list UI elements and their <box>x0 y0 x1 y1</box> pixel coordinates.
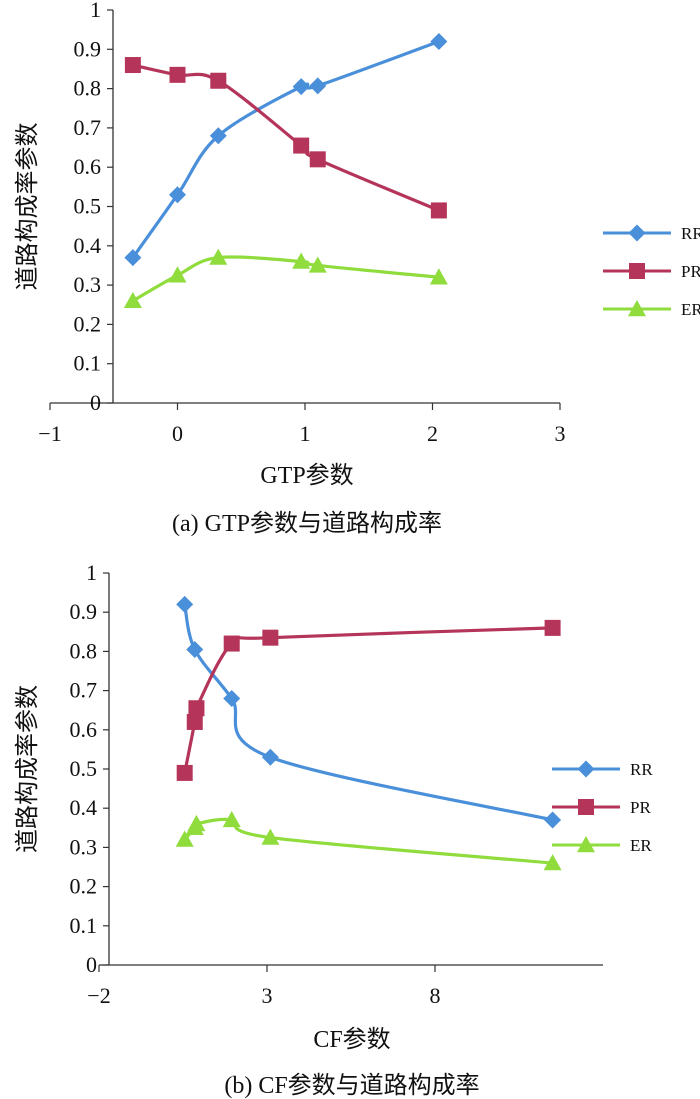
y-tick-label: 0.8 <box>70 638 98 663</box>
y-tick-label: 0.2 <box>74 311 102 336</box>
chart-cf: 0 0.1 0.2 0.3 0.4 0.5 0.6 0.7 0.8 0.9 1 −2 3 8 CF参数 道路构… <box>14 560 653 1099</box>
data-point-rr <box>430 32 448 50</box>
data-point-rr <box>223 689 241 707</box>
data-point-pr <box>309 151 326 168</box>
series-pr <box>176 619 561 781</box>
y-tick-label: 0.3 <box>74 272 102 297</box>
data-point-er <box>209 248 228 265</box>
data-point-pr <box>210 72 227 89</box>
data-point-er <box>543 854 562 871</box>
data-point-er <box>429 268 448 285</box>
data-point-pr <box>169 66 186 83</box>
legend-marker-er <box>577 836 595 853</box>
data-point-rr <box>186 640 204 658</box>
x-tick-label: 1 <box>300 421 311 446</box>
y-tick-label: 0.7 <box>74 115 102 140</box>
data-point-pr <box>223 635 240 652</box>
x-axis-title: GTP参数 <box>260 462 353 489</box>
data-point-rr <box>261 748 279 766</box>
y-tick-label: 0.4 <box>70 795 98 820</box>
data-point-er <box>261 828 280 845</box>
y-tick-label: 0.1 <box>70 913 98 938</box>
x-tick-label: 0 <box>172 421 183 446</box>
y-tick-label: 1 <box>86 560 97 585</box>
legend-label-pr: PR <box>630 798 651 817</box>
y-tick-label: 0.9 <box>70 599 98 624</box>
figure-caption: (b) CF参数与道路构成率 <box>224 1072 479 1099</box>
x-tick-label: 3 <box>262 983 273 1008</box>
data-point-er <box>292 252 311 269</box>
data-point-rr <box>124 249 142 267</box>
legend-marker-er <box>628 300 646 317</box>
data-point-pr <box>176 764 193 781</box>
legend-label-pr: PR <box>681 262 700 281</box>
y-tick-label: 0.5 <box>70 756 98 781</box>
y-tick-label: 0.7 <box>70 678 98 703</box>
data-point-pr <box>544 619 561 636</box>
legend-marker-pr <box>578 799 594 815</box>
y-tick-label: 0 <box>86 952 97 977</box>
series-er <box>123 248 448 309</box>
data-point-rr <box>169 186 186 204</box>
y-tick-label: 0.6 <box>74 154 102 179</box>
y-tick-label: 1 <box>90 0 101 22</box>
series-line-pr <box>183 626 553 774</box>
legend-label-er: ER <box>630 836 652 855</box>
x-tick-label: −2 <box>87 983 110 1008</box>
data-point-er <box>175 830 194 847</box>
y-tick-label: 0.3 <box>70 834 98 859</box>
data-point-pr <box>293 137 310 154</box>
y-tick-label: 0.5 <box>74 194 102 219</box>
x-tick-label: 8 <box>430 983 441 1008</box>
series-rr <box>176 595 562 829</box>
data-point-pr <box>186 713 203 730</box>
y-tick-label: 0.8 <box>74 76 102 101</box>
legend-marker-pr <box>629 263 645 279</box>
series-pr <box>124 57 447 219</box>
x-tick-label: 2 <box>427 421 438 446</box>
data-point-er <box>187 814 206 832</box>
data-point-er <box>123 291 142 309</box>
legend-marker-rr <box>628 224 646 242</box>
data-point-er <box>308 256 327 273</box>
data-point-rr <box>209 127 227 145</box>
y-tick-label: 0.9 <box>74 36 102 61</box>
y-axis-title: 道路构成率参数 <box>14 123 41 291</box>
data-point-er <box>168 266 187 283</box>
data-point-rr <box>544 811 562 829</box>
y-tick-label: 0.4 <box>74 233 102 258</box>
data-point-pr <box>188 700 205 717</box>
data-point-pr <box>124 57 141 74</box>
data-point-pr <box>262 629 279 646</box>
data-point-pr <box>430 202 447 219</box>
series-rr <box>124 32 448 267</box>
y-tick-label: 0.1 <box>74 351 102 376</box>
x-tick-label: −1 <box>38 421 61 446</box>
figure-caption: (a) GTP参数与道路构成率 <box>172 510 442 537</box>
data-point-er <box>222 810 241 828</box>
legend-label-rr: RR <box>681 224 700 243</box>
data-point-rr <box>176 595 194 613</box>
data-point-rr <box>309 77 327 95</box>
x-tick-label: 3 <box>555 421 566 446</box>
y-tick-label: 0.2 <box>70 874 98 899</box>
x-axis-title: CF参数 <box>313 1026 390 1053</box>
y-tick-label: 0.6 <box>70 717 98 742</box>
chart-gtp: 0 0.1 0.2 0.3 0.4 0.5 0.6 0.7 0.8 0.9 1 −1 0 1 2 3 GTP参数… <box>14 0 700 537</box>
legend-label-rr: RR <box>630 760 653 779</box>
data-point-rr <box>292 78 310 96</box>
y-axis-title: 道路构成率参数 <box>14 685 41 853</box>
legend-marker-rr <box>577 760 595 778</box>
legend-label-er: ER <box>681 300 700 319</box>
y-tick-label: 0 <box>90 390 101 415</box>
series-er <box>175 810 562 871</box>
